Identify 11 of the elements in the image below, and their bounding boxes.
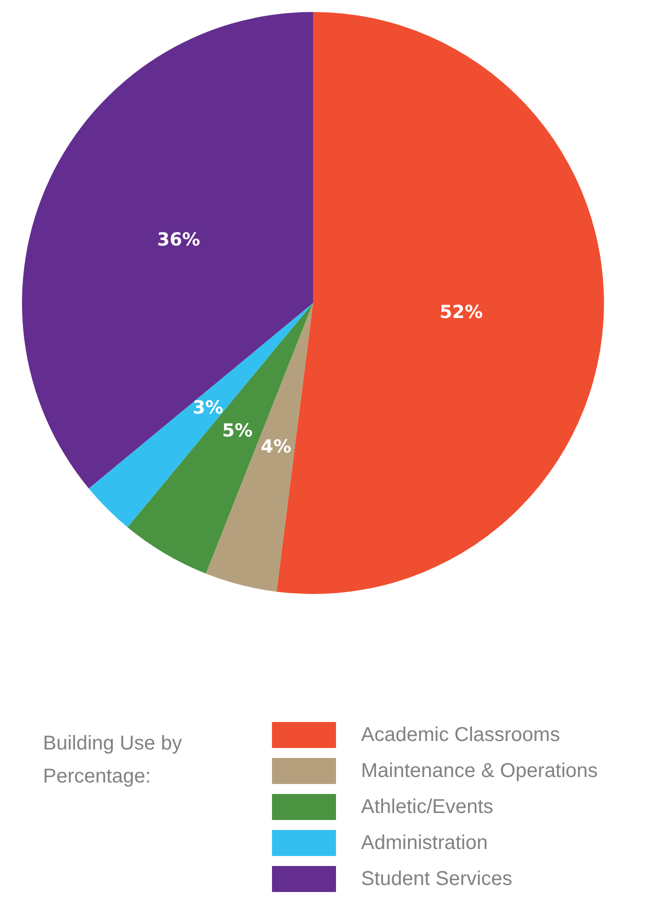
legend-label: Maintenance & Operations (361, 760, 598, 782)
legend-label: Administration (361, 832, 488, 854)
data-label: 36% (157, 229, 200, 250)
legend-label: Student Services (361, 868, 512, 890)
legend-label: Academic Classrooms (361, 724, 560, 746)
data-label: 52% (440, 302, 483, 323)
legend-label: Athletic/Events (361, 796, 494, 818)
legend-title: Building Use by Percentage: (43, 732, 188, 788)
data-label: 3% (192, 398, 224, 419)
data-label: 5% (222, 420, 253, 442)
data-label: 4% (260, 436, 292, 458)
